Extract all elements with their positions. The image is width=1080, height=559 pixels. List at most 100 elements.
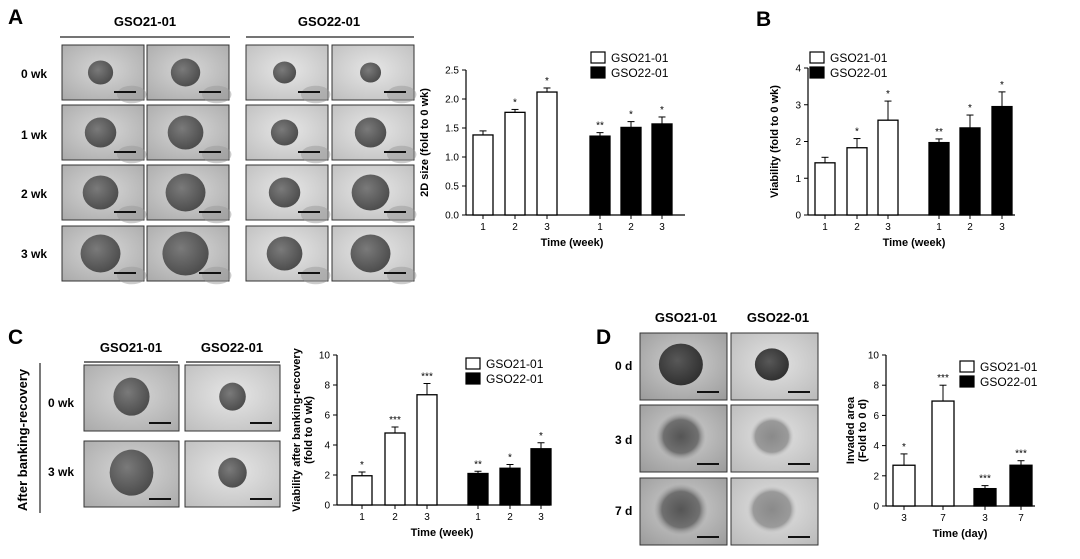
legend-swatch [465,372,481,385]
chart-b: 0 1 2 3 4 1 * 2 * 3 ** 1 * 2 * 3 Time (week) Viability (f… [769,51,1015,249]
y-tick-label: 2 [873,471,879,482]
bar [973,487,997,507]
shadow-blob [300,85,331,104]
spheroid [113,377,150,416]
bar [1009,464,1033,507]
x-tick-label: 3 [982,513,988,524]
significance-label: * [660,105,664,116]
significance-label: * [508,453,512,464]
y-axis-title: (fold to 0 wk) [303,396,315,464]
significance-label: *** [937,373,949,384]
panel-a-row-label-3: 2 wk [21,187,47,201]
panel-c-micrograph-grid [83,364,281,508]
y-tick-label: 2.5 [445,66,459,77]
x-tick-label: 2 [507,512,513,523]
micrograph-d-r3-c1 [639,477,728,546]
micrograph-a-r4-c2 [146,225,232,285]
significance-label: ** [935,127,943,138]
bar [467,472,489,506]
panel-a-row-label-1: 0 wk [21,67,47,81]
significance-label: * [886,89,890,100]
bar [351,475,373,506]
y-tick-label: 2 [324,471,330,482]
y-tick-label: 2.0 [445,95,459,106]
bar [846,147,868,216]
panel-a-row-label-4: 3 wk [21,247,47,261]
significance-label: * [539,431,543,442]
micrograph-a-r2-c2 [146,104,232,164]
x-axis-title: Time (week) [883,237,946,249]
shadow-blob [386,85,417,104]
significance-label: *** [421,372,433,383]
panel-c-side-label: After banking-recovery [15,368,30,511]
micrograph-a-r2-c4 [331,104,417,164]
panel-label-a: A [8,6,23,29]
micrograph-a-r4-c1 [61,225,147,285]
bar [651,123,673,216]
y-axis-title: (Fold to 0 d) [857,399,869,462]
legend-label: GSO21-01 [980,360,1038,374]
x-axis-title: Time (week) [411,527,474,539]
significance-label: * [545,76,549,87]
spheroid [270,119,299,146]
x-tick-label: 7 [940,513,946,524]
panel-label-c: C [8,326,23,349]
panel-d-row-label-2: 3 d [615,433,632,447]
spheroid [109,449,154,496]
x-tick-label: 1 [597,222,603,233]
bar [928,141,950,216]
significance-label: *** [1015,449,1027,460]
y-tick-label: 0.0 [445,211,459,222]
significance-label: * [1000,80,1004,91]
y-tick-label: 1.5 [445,124,459,135]
significance-label: * [968,103,972,114]
y-tick-label: 0.5 [445,182,459,193]
x-axis-title: Time (day) [933,528,988,540]
y-axis-title: Viability (fold to 0 wk) [769,85,781,198]
micrograph-c-r1-c2 [184,364,281,432]
y-tick-label: 0 [873,502,879,513]
chart-a: 0.0 0.5 1.0 1.5 2.0 2.5 1 * 2 * 3 ** 1 * 2 * 3 Time (week… [419,51,685,249]
legend-label: GSO21-01 [830,51,888,65]
bar [416,394,438,506]
x-tick-label: 3 [538,512,544,523]
x-tick-label: 3 [659,222,665,233]
chart-d: 0 2 4 6 8 10 * 3 *** 7 *** 3 *** 7 Time (day) Invaded a… [845,351,1038,541]
micrograph-d-r2-c1 [639,404,728,473]
legend-swatch [465,357,481,370]
bar [877,119,899,216]
micrograph-c-r2-c1 [83,440,180,508]
panel-a-micrograph-grid [61,44,417,285]
x-tick-label: 7 [1018,513,1024,524]
bar [499,467,521,506]
shadow-blob [116,266,147,285]
shadow-blob [116,145,147,164]
legend-label: GSO21-01 [486,357,544,371]
bar [384,432,406,506]
spheroid [653,483,708,536]
panel-c-row-label-1: 0 wk [48,396,74,410]
panel-d-col-header-2: GSO22-01 [747,310,809,325]
bar [892,464,916,507]
panel-label-d: D [596,326,611,349]
significance-label: * [902,442,906,453]
spheroid [658,343,703,386]
y-tick-label: 0 [795,211,801,222]
panel-a-row-label-2: 1 wk [21,128,47,142]
y-tick-label: 4 [873,441,879,452]
legend-label: GSO22-01 [611,66,669,80]
panel-a-col-header-1: GSO21-01 [114,14,176,29]
micrograph-c-r1-c1 [83,364,180,432]
legend-label: GSO21-01 [611,51,669,65]
micrograph-a-r2-c3 [245,104,331,164]
y-axis-title: 2D size (fold to 0 wk) [419,88,431,197]
x-tick-label: 2 [628,222,634,233]
y-tick-label: 8 [873,381,879,392]
panel-c-col-header-1: GSO21-01 [100,340,162,355]
x-tick-label: 2 [512,222,518,233]
bar [959,127,981,216]
micrograph-a-r1-c3 [245,44,331,104]
y-tick-label: 8 [324,381,330,392]
bar [472,134,494,216]
x-tick-label: 1 [475,512,481,523]
